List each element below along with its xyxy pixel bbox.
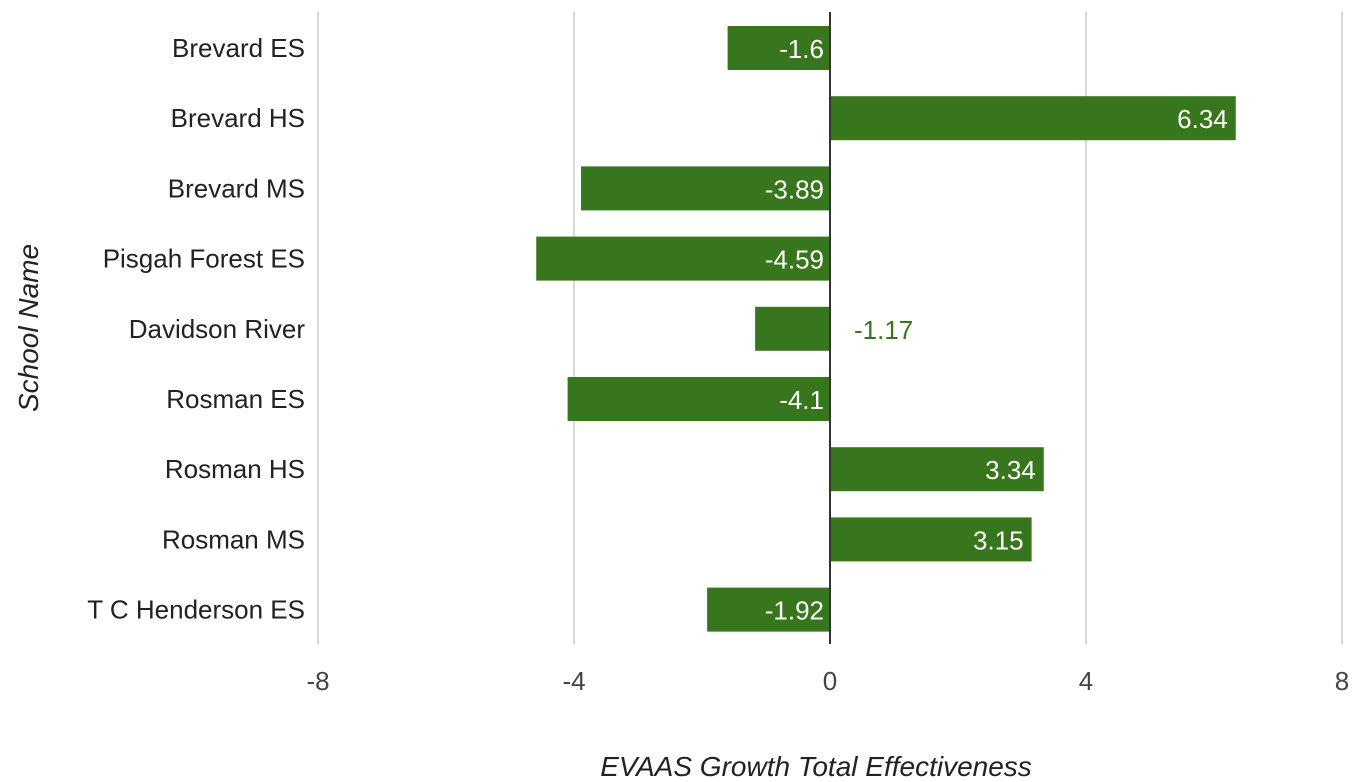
category-label: Pisgah Forest ES [103, 244, 305, 274]
data-label: -4.59 [765, 245, 824, 275]
x-tick-label: 0 [823, 666, 837, 696]
data-label: -1.6 [779, 34, 824, 64]
data-labels: -1.6 6.34 -3.89 -4.59 -1.17 -4.1 3.34 3.15 -1.92 [765, 34, 1228, 626]
y-axis-title: School Name [13, 244, 44, 412]
category-label: Brevard ES [172, 33, 305, 63]
bar [755, 306, 830, 351]
data-label: 3.34 [985, 455, 1036, 485]
bar [830, 96, 1236, 141]
category-label: Davidson River [129, 314, 306, 344]
bar [536, 236, 830, 281]
category-label: Rosman MS [162, 524, 305, 554]
x-axis-title: EVAAS Growth Total Effectiveness [600, 751, 1032, 782]
x-tick-labels: -8 -4 0 4 8 [306, 666, 1349, 696]
category-label: T C Henderson ES [87, 595, 305, 625]
bar [707, 587, 830, 632]
bars [536, 26, 1236, 632]
data-label: 3.15 [973, 525, 1024, 555]
data-label: -3.89 [765, 174, 824, 204]
data-label: -4.1 [779, 385, 824, 415]
bar [567, 377, 830, 421]
data-label: -1.92 [765, 596, 824, 626]
x-tick-label: 8 [1335, 666, 1349, 696]
bar [830, 517, 1032, 562]
x-tick-label: 4 [1079, 666, 1093, 696]
category-label: Brevard MS [168, 173, 305, 203]
bar [727, 26, 830, 70]
category-label: Rosman ES [166, 384, 305, 414]
bar [581, 166, 830, 211]
data-label: 6.34 [1177, 104, 1228, 134]
category-label: Rosman HS [165, 454, 305, 484]
bar [830, 447, 1044, 492]
category-labels: Brevard ES Brevard HS Brevard MS Pisgah For… [87, 33, 305, 625]
x-tick-label: -4 [562, 666, 585, 696]
category-label: Brevard HS [171, 103, 305, 133]
data-label: -1.17 [854, 315, 913, 345]
x-tick-label: -8 [306, 666, 329, 696]
